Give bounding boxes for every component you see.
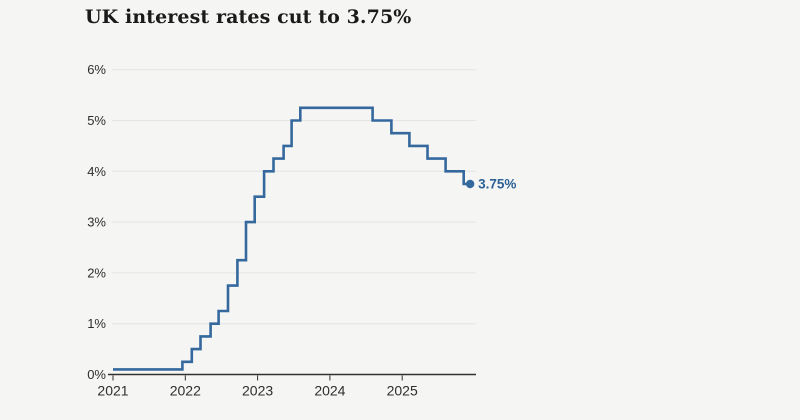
end-point-label: 3.75% <box>478 177 516 192</box>
y-axis-label: 2% <box>87 265 106 280</box>
rate-step-line <box>113 106 471 371</box>
chart-title: UK interest rates cut to 3.75% <box>85 6 412 28</box>
y-axis-label: 1% <box>87 316 106 331</box>
y-axis-label: 5% <box>87 113 106 128</box>
y-axis-label: 6% <box>87 62 106 77</box>
end-point-dot <box>465 179 475 189</box>
x-axis-label: 2021 <box>97 383 128 399</box>
y-axis-label: 4% <box>87 164 106 179</box>
x-axis-label: 2025 <box>387 383 418 399</box>
x-axis-label: 2024 <box>314 383 345 399</box>
y-axis-label: 0% <box>87 367 106 382</box>
x-axis-label: 2022 <box>170 383 201 399</box>
x-axis-label: 2023 <box>242 383 273 399</box>
y-axis-label: 3% <box>87 215 106 230</box>
